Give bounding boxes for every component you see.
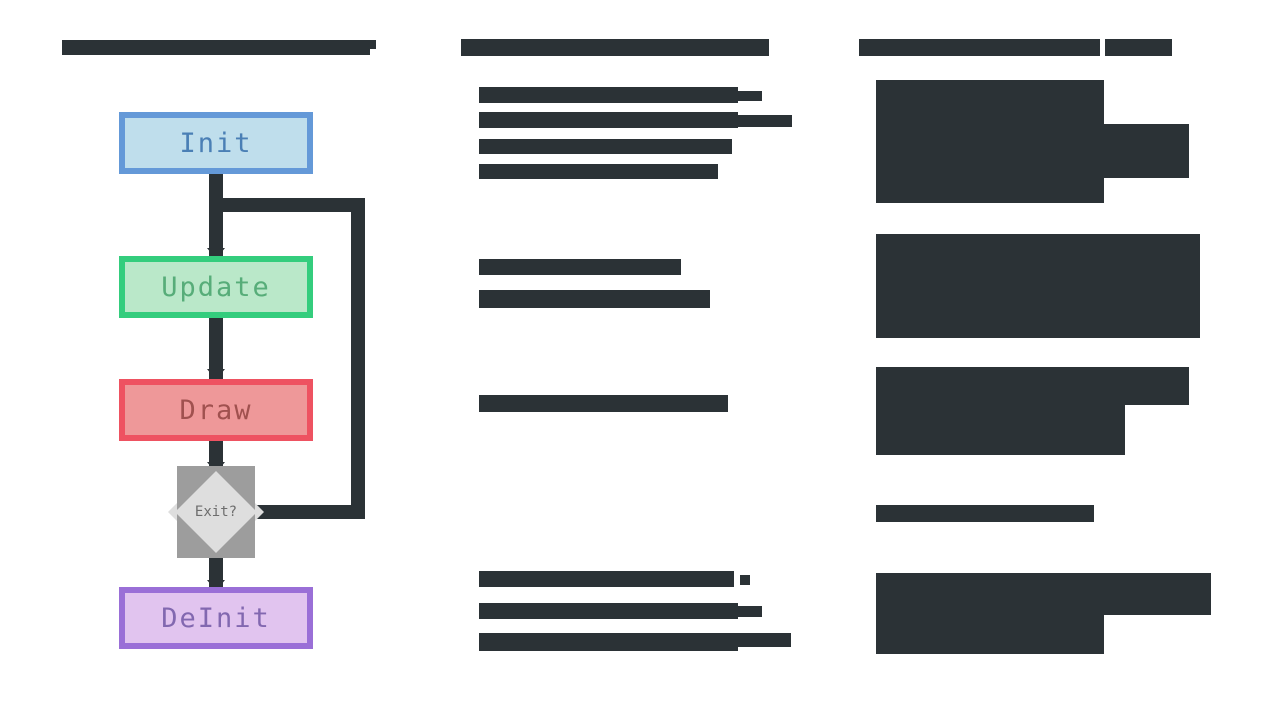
right-section-badge-redacted: [1105, 39, 1172, 56]
flow-node-init[interactable]: Init: [119, 112, 313, 174]
redacted-text-line: [479, 164, 718, 179]
flow-node-deinit-label: DeInit: [161, 602, 271, 634]
redacted-text-line: [479, 112, 738, 128]
edge-exit-to-update-vertical-right: [351, 198, 365, 519]
left-section-title-redacted: [62, 40, 370, 55]
edge-update-to-draw-arrowhead: [207, 369, 225, 380]
flow-node-draw[interactable]: Draw: [119, 379, 313, 441]
redacted-text-line: [479, 603, 738, 619]
left-section-title-step-redacted: [360, 40, 376, 49]
redacted-text-line: [479, 290, 710, 308]
redacted-text-line: [479, 139, 732, 154]
diamond-left-point: [168, 503, 177, 521]
redacted-text-fragment: [738, 633, 791, 647]
flow-node-exit-decision[interactable]: Exit?: [168, 466, 264, 558]
flow-node-update-fill: [125, 262, 307, 312]
redacted-text-line: [479, 87, 738, 103]
flow-node-deinit-fill: [125, 593, 307, 643]
flow-node-update[interactable]: Update: [119, 256, 313, 318]
redacted-text-line: [479, 633, 738, 651]
redacted-code-block: [876, 505, 1094, 522]
redacted-text-fragment: [738, 606, 762, 617]
redacted-code-block-extension: [876, 367, 1125, 455]
redacted-text-fragment: [738, 115, 792, 127]
right-section-title-redacted: [859, 39, 1100, 56]
redacted-code-block-extension: [1104, 124, 1189, 178]
redacted-text-fragment: [740, 575, 750, 585]
redacted-text-line: [479, 571, 734, 587]
edge-init-to-update-arrowhead: [207, 248, 225, 259]
edge-update-to-draw: [209, 316, 223, 384]
edge-exit-to-update-horizontal-bottom: [252, 505, 365, 519]
flowchart-diagram: Init Update Draw Exit? DeInit: [0, 0, 420, 720]
flow-node-exit-label: Exit?: [194, 504, 238, 520]
edge-init-to-update: [209, 172, 223, 262]
flow-node-draw-label: Draw: [179, 394, 253, 426]
flow-node-deinit[interactable]: DeInit: [119, 587, 313, 649]
redacted-code-block: [876, 234, 1200, 338]
edge-exit-to-deinit-arrowhead: [207, 580, 225, 591]
redacted-code-block: [876, 80, 1104, 203]
redacted-code-block-extension: [876, 573, 1104, 654]
redacted-text-line: [479, 259, 681, 275]
middle-section-title-redacted: [461, 39, 769, 56]
flow-node-draw-fill: [125, 385, 307, 435]
flow-node-update-label: Update: [161, 271, 271, 303]
redacted-text-line: [479, 395, 728, 412]
edge-exit-to-update-horizontal-top: [222, 198, 365, 212]
flow-node-exit-label-wrap: Exit?: [177, 466, 255, 558]
flow-node-init-label: Init: [179, 127, 253, 159]
diamond-right-point: [255, 503, 264, 521]
flow-node-init-fill: [125, 118, 307, 168]
redacted-text-fragment: [738, 91, 762, 101]
